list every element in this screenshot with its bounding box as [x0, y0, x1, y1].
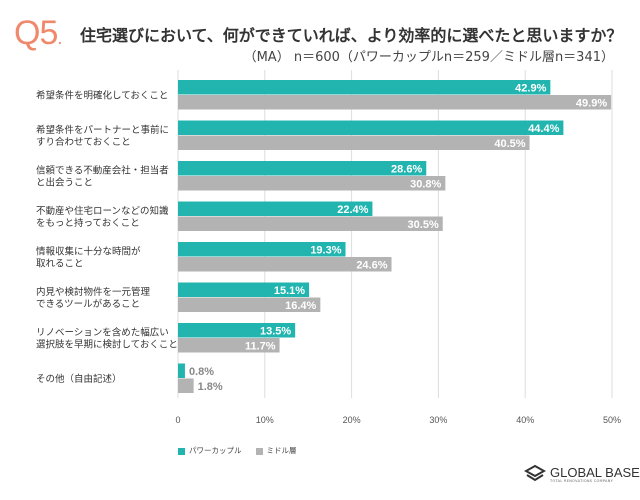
x-tick-label: 30% — [429, 415, 447, 425]
category-label: できるツールがあること — [36, 298, 140, 310]
logo-name: GLOBAL BASE — [550, 464, 640, 480]
legend: パワーカップル ミドル層 — [178, 445, 297, 456]
data-label: 16.4% — [285, 300, 316, 312]
legend-swatch — [178, 447, 185, 455]
legend-label: パワーカップル — [189, 446, 242, 455]
bar-power-couple — [178, 242, 346, 257]
category-label: をもっと持っておくこと — [36, 217, 140, 229]
legend-swatch — [255, 447, 263, 455]
bar-middle — [178, 297, 321, 312]
data-label: 13.5% — [260, 326, 291, 338]
bar-middle — [178, 135, 530, 150]
legend-item-middle: ミドル層 — [255, 445, 297, 456]
bar-power-couple — [178, 282, 310, 297]
bar-middle — [178, 176, 446, 191]
category-label: と出会うこと — [36, 177, 93, 189]
category-label: 取れること — [36, 259, 84, 270]
category-label: 内見や検討物件を一元管理 — [36, 286, 151, 298]
category-label: 信頼できる不動産会社・担当者 — [36, 165, 169, 177]
data-label: 28.6% — [391, 164, 422, 176]
data-label: 15.1% — [274, 285, 305, 297]
chart-title: 住宅選びにおいて、何ができていれば、より効率的に選べたと思いますか？ — [80, 26, 623, 45]
category-label: その他（自由記述） — [36, 373, 122, 385]
x-tick-label: 40% — [516, 415, 534, 425]
x-tick-label: 20% — [343, 415, 361, 425]
bar-power-couple — [178, 161, 427, 176]
chart-subtitle: （MA） n＝600（パワーカップルn＝259／ミドル層n＝341） — [243, 50, 614, 65]
bar-middle — [178, 338, 280, 353]
legend-item-power-couple: パワーカップル — [178, 445, 242, 456]
bar-middle — [178, 257, 392, 272]
category-label: 情報収集に十分な時間が — [36, 246, 141, 258]
legend-label: ミドル層 — [266, 446, 297, 455]
category-label: 選択肢を早期に検討しておくこと — [36, 339, 178, 351]
x-tick-label: 10% — [256, 415, 274, 425]
data-label: 40.5% — [494, 138, 525, 150]
bar-power-couple — [178, 120, 564, 135]
bar-power-couple — [178, 323, 296, 338]
category-label: 希望条件を明確化しておくこと — [36, 90, 168, 102]
data-label: 0.8% — [189, 366, 214, 378]
category-label: 不動産や住宅ローンなどの知識 — [36, 205, 169, 217]
data-label: 22.4% — [337, 204, 368, 216]
data-label: 42.9% — [515, 83, 546, 95]
logo-tagline: TOTAL RENOVATIONS COMPANY — [550, 478, 614, 483]
category-label: すり合わせておくこと — [36, 136, 131, 148]
global-base-logo: GLOBAL BASE TOTAL RENOVATIONS COMPANY — [524, 464, 640, 484]
x-tick-label: 50% — [603, 415, 621, 425]
x-tick-label: 0 — [175, 415, 180, 425]
data-label: 24.6% — [356, 260, 387, 272]
category-label: リノベーションを含めた幅広い — [36, 327, 169, 339]
bar-middle — [178, 95, 612, 110]
bar-middle — [178, 378, 194, 393]
data-label: 19.3% — [310, 245, 341, 257]
question-label: Q5 — [14, 14, 58, 52]
bar-middle — [178, 216, 443, 231]
data-label: 30.8% — [410, 179, 441, 191]
layers-logo-icon — [524, 464, 546, 482]
bar-power-couple — [178, 363, 185, 378]
data-label: 11.7% — [245, 341, 276, 353]
category-label: 希望条件をパートナーと事前に — [36, 124, 169, 136]
data-label: 1.8% — [198, 381, 223, 393]
bar-power-couple — [178, 201, 373, 216]
data-label: 30.5% — [408, 219, 439, 231]
data-label: 44.4% — [528, 123, 559, 135]
question-number: Q5. — [14, 14, 62, 53]
question-dot: . — [57, 28, 62, 48]
data-label: 49.9% — [576, 98, 607, 110]
bar-power-couple — [178, 80, 551, 95]
